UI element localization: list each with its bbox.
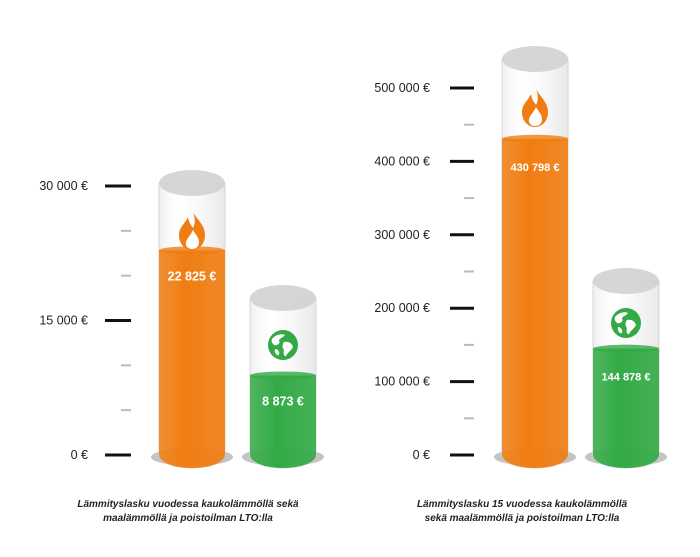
bar-liquid-top	[593, 344, 659, 353]
bar-value-label: 144 878 €	[602, 372, 651, 384]
globe-continent	[282, 341, 293, 357]
bar-glass-top	[502, 46, 568, 72]
bar-liquid-top	[159, 246, 225, 255]
bar-glass-top	[593, 268, 659, 294]
flame-icon	[179, 210, 205, 250]
globe-icon	[268, 330, 298, 360]
y-tick-label: 100 000 €	[374, 375, 430, 389]
chart-annual-plot: 0 € 15 000 € 30 000 € 22 825 € 8 873 €	[39, 170, 324, 469]
globe-continent	[271, 334, 285, 346]
bar-liquid-top	[502, 134, 568, 143]
bar-glass-top	[159, 170, 225, 196]
caption-line: Lämmityslasku vuodessa kaukolämmöllä sek…	[77, 499, 299, 510]
chart-15-years-caption: Lämmityslasku 15 vuodessa kaukolämmöllä …	[372, 498, 672, 526]
chart-annual: 0 € 15 000 € 30 000 € 22 825 € 8 873 €	[39, 170, 324, 469]
globe-continent	[614, 312, 628, 324]
y-tick-label: 30 000 €	[39, 179, 88, 193]
chart-15-years-plot: 0 € 100 000 € 200 000 € 300 000 € 400 000 € 5…	[374, 46, 667, 469]
caption-line: Lämmityslasku 15 vuodessa kaukolämmöllä	[416, 499, 628, 510]
bar	[159, 250, 225, 468]
chart-annual-caption: Lämmityslasku vuodessa kaukolämmöllä sek…	[38, 498, 338, 526]
bar-value-label: 22 825 €	[168, 269, 217, 283]
bar	[593, 348, 659, 468]
globe-continent	[617, 327, 623, 334]
y-tick-label: 300 000 €	[374, 228, 430, 242]
caption-line: maalämmöllä ja poistoilman LTO:lla	[103, 513, 273, 524]
bar-value-label: 430 798 €	[511, 162, 560, 174]
globe-icon	[611, 308, 641, 338]
chart-15-years: 0 € 100 000 € 200 000 € 300 000 € 400 000 € 5…	[350, 0, 700, 557]
globe-continent	[274, 349, 280, 356]
bar-glass-top	[250, 285, 316, 311]
bar-liquid-top	[250, 371, 316, 380]
flame-inner-shape	[528, 107, 542, 126]
globe-continent	[625, 319, 636, 335]
y-tick-label: 0 €	[71, 448, 88, 462]
flame-inner-shape	[185, 230, 199, 249]
y-tick-label: 500 000 €	[374, 81, 430, 95]
y-tick-label: 0 €	[413, 448, 430, 462]
bar-value-label: 8 873 €	[262, 394, 304, 408]
y-tick-label: 15 000 €	[39, 314, 88, 328]
y-tick-label: 200 000 €	[374, 301, 430, 315]
flame-icon	[522, 87, 548, 127]
caption-line: sekä maalämmöllä ja poistoilman LTO:lla	[424, 513, 620, 524]
y-tick-label: 400 000 €	[374, 154, 430, 168]
bar	[250, 375, 316, 468]
bar	[502, 138, 568, 469]
